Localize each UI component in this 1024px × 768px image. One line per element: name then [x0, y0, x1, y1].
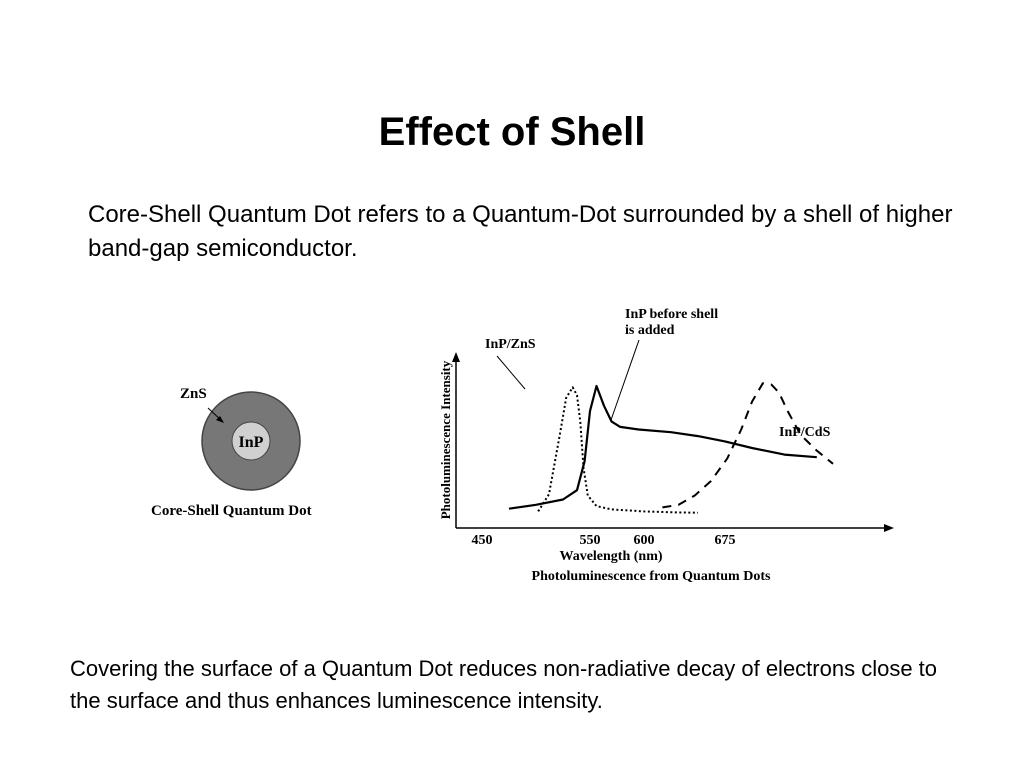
x-tick-label-600: 600 [634, 533, 655, 548]
inp-core [231, 421, 271, 461]
core-label: InP [239, 434, 264, 451]
annotation-inp-cds: InP/CdS [779, 425, 831, 440]
chart-caption: Photoluminescence from Quantum Dots [532, 569, 771, 584]
shell-pointer-arrowhead [216, 416, 224, 423]
shell-label: ZnS [180, 386, 207, 402]
series-line-inp-zns [537, 386, 699, 514]
annotation-inp-before-line2: is added [625, 323, 675, 338]
annotation-inp-before-line1: InP before shell [625, 307, 718, 322]
intro-paragraph: Core-Shell Quantum Dot refers to a Quant… [88, 201, 953, 262]
x-axis-label: Wavelength (nm) [559, 549, 662, 564]
x-tick-label-675: 675 [715, 533, 736, 548]
conclusion-paragraph: Covering the surface of a Quantum Dot re… [70, 656, 938, 713]
y-axis-arrowhead [452, 352, 460, 362]
x-tick-label-550: 550 [580, 533, 601, 548]
series-line-inp-before-shell-is-added [508, 384, 817, 510]
annotation-inp-zns-arrow [496, 355, 526, 390]
core-shell-diagram: InP ZnS Core-Shell Quantum Dot [151, 386, 312, 519]
series-line-inp-cds [662, 382, 834, 509]
slide-title: Effect of Shell [378, 110, 646, 154]
x-tick-label-450: 450 [472, 533, 493, 548]
annotation-inp-zns: InP/ZnS [485, 337, 536, 352]
x-axis-arrowhead [884, 524, 894, 532]
pl-chart: Photoluminescence Intensity 450 550 600 675… [438, 307, 894, 584]
y-axis-label: Photoluminescence Intensity [438, 360, 453, 519]
dot-caption: Core-Shell Quantum Dot [151, 503, 312, 519]
annotation-inp-before-arrow [610, 339, 640, 421]
